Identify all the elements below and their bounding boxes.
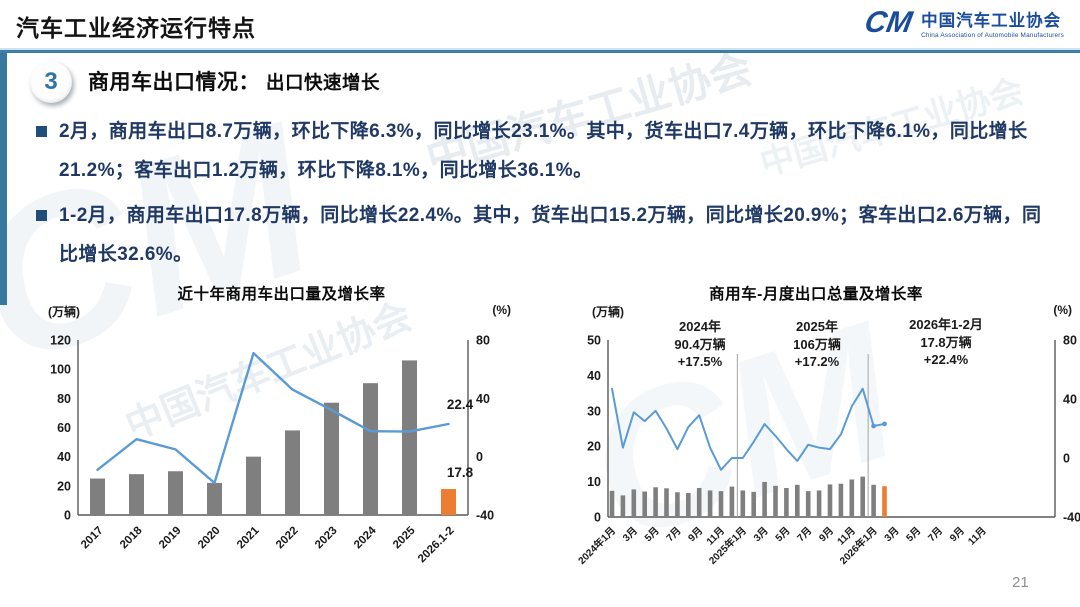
section-number-badge: 3 [30, 61, 72, 103]
svg-text:0: 0 [476, 450, 483, 464]
right-axis-unit: (%) [492, 303, 511, 317]
line-end-value-label: 22.4 [446, 397, 474, 412]
logo-cm-glyph-icon: CM [862, 6, 916, 39]
svg-text:5月: 5月 [642, 525, 661, 544]
svg-text:3月: 3月 [751, 525, 770, 544]
svg-text:2026.1-2: 2026.1-2 [416, 525, 457, 566]
svg-text:30: 30 [587, 404, 601, 418]
svg-text:40: 40 [1063, 393, 1077, 407]
left-axis-unit: (万辆) [48, 305, 80, 319]
svg-text:40: 40 [587, 369, 601, 383]
svg-text:2018: 2018 [118, 524, 145, 551]
svg-text:7月: 7月 [664, 525, 683, 544]
svg-text:40: 40 [57, 450, 71, 464]
annotation-line: 17.8万辆 [920, 334, 972, 350]
annotation-line: +22.4% [923, 352, 969, 368]
annotation-2024: 2024年 90.4万辆 +17.5% [640, 318, 760, 371]
bullet-text: 1-2月，商用车出口17.8万辆，同比增长22.4%。其中，货车出口15.2万辆… [59, 205, 1042, 265]
svg-text:11月: 11月 [966, 525, 989, 548]
svg-text:0: 0 [594, 511, 601, 525]
svg-text:3月: 3月 [620, 525, 639, 544]
svg-text:100: 100 [50, 363, 71, 377]
svg-text:60: 60 [57, 421, 71, 435]
svg-text:2019: 2019 [157, 525, 184, 552]
svg-text:40: 40 [476, 392, 490, 406]
annotation-line: 90.4万辆 [674, 336, 726, 352]
bullet-item: 2月，商用车出口8.7万辆，环比下降6.3%，同比增长23.1%。其中，货车出口… [36, 112, 1048, 190]
svg-text:2021: 2021 [235, 524, 262, 551]
chart-monthly-title: 商用车-月度出口总量及增长率 [709, 286, 923, 303]
svg-text:80: 80 [1063, 334, 1077, 348]
bullet-text: 2月，商用车出口8.7万辆，环比下降6.3%，同比增长23.1%。其中，货车出口… [59, 121, 1028, 181]
svg-text:-40: -40 [476, 509, 494, 523]
svg-text:-40: -40 [1063, 511, 1080, 525]
svg-text:80: 80 [57, 392, 71, 406]
annotation-line: 2026年1-2月 [909, 317, 983, 332]
bullet-item: 1-2月，商用车出口17.8万辆，同比增长22.4%。其中，货车出口15.2万辆… [36, 196, 1048, 274]
annotation-line: 2024年 [679, 319, 721, 334]
chart-monthly-exports: 商用车-月度出口总量及增长率 (万辆) (%) 0 10 20 30 40 50 -40 0 4… [552, 280, 1080, 607]
svg-text:20: 20 [587, 440, 601, 454]
page-title: 汽车工业经济运行特点 [16, 15, 256, 41]
svg-text:7月: 7月 [926, 525, 945, 544]
page-number: 21 [1012, 574, 1029, 591]
annual-chart-canvas: 0 20 40 60 80 100 120 -40 0 40 80 2017 2018 2019 2020 2… [50, 334, 494, 566]
logo-name-en: China Association of Automobile Manufact… [921, 32, 1064, 39]
svg-text:80: 80 [476, 334, 490, 348]
bullet-list: 2月，商用车出口8.7万辆，环比下降6.3%，同比增长23.1%。其中，货车出口… [36, 112, 1048, 280]
svg-text:2020: 2020 [196, 525, 223, 552]
header-divider [0, 50, 1080, 53]
svg-text:120: 120 [50, 334, 71, 348]
svg-text:9月: 9月 [947, 525, 966, 544]
svg-text:0: 0 [1063, 452, 1070, 466]
left-accent-bar [0, 53, 7, 305]
bullet-marker-icon [36, 210, 47, 221]
logo-names: 中国汽车工业协会 China Association of Automobile… [921, 7, 1064, 39]
svg-text:0: 0 [64, 509, 71, 523]
section-subtitle: 出口快速增长 [266, 72, 381, 93]
left-axis-unit: (万辆) [592, 305, 624, 319]
svg-text:2025: 2025 [391, 524, 418, 551]
section-title: 商用车出口情况： [88, 71, 260, 94]
right-axis-unit: (%) [1053, 303, 1072, 317]
logo-name-cn: 中国汽车工业协会 [921, 12, 1062, 30]
section-heading: 商用车出口情况： 出口快速增长 [88, 66, 380, 96]
svg-text:3月: 3月 [882, 525, 901, 544]
section-number: 3 [44, 68, 58, 95]
svg-text:9月: 9月 [817, 525, 836, 544]
svg-text:9月: 9月 [686, 525, 705, 544]
svg-text:7月: 7月 [795, 525, 814, 544]
svg-text:5月: 5月 [904, 525, 923, 544]
svg-text:50: 50 [587, 334, 601, 348]
annotation-line: 106万辆 [793, 336, 841, 352]
annotation-2026: 2026年1-2月 17.8万辆 +22.4% [875, 316, 1017, 369]
bullet-marker-icon [36, 126, 47, 137]
svg-text:2024年1月: 2024年1月 [575, 524, 618, 567]
annotation-line: 2025年 [796, 319, 838, 334]
svg-text:2022: 2022 [274, 525, 301, 552]
svg-text:10: 10 [587, 475, 601, 489]
bar-value-label: 17.8 [446, 465, 474, 480]
annotation-line: +17.2% [794, 354, 840, 370]
svg-text:2023: 2023 [313, 525, 340, 552]
annotation-line: +17.5% [677, 354, 723, 370]
svg-text:2024: 2024 [352, 524, 379, 551]
chart-annual-exports: 近十年商用车出口量及增长率 (万辆) (%) 0 20 40 60 80 100 120 -4… [38, 280, 525, 607]
annotation-2025: 2025年 106万辆 +17.2% [757, 318, 877, 371]
svg-text:20: 20 [57, 479, 71, 493]
svg-text:2017: 2017 [79, 525, 106, 552]
org-logo: CM 中国汽车工业协会 China Association of Automob… [862, 6, 1064, 39]
svg-text:5月: 5月 [773, 525, 792, 544]
chart-annual-title: 近十年商用车出口量及增长率 [177, 286, 386, 303]
